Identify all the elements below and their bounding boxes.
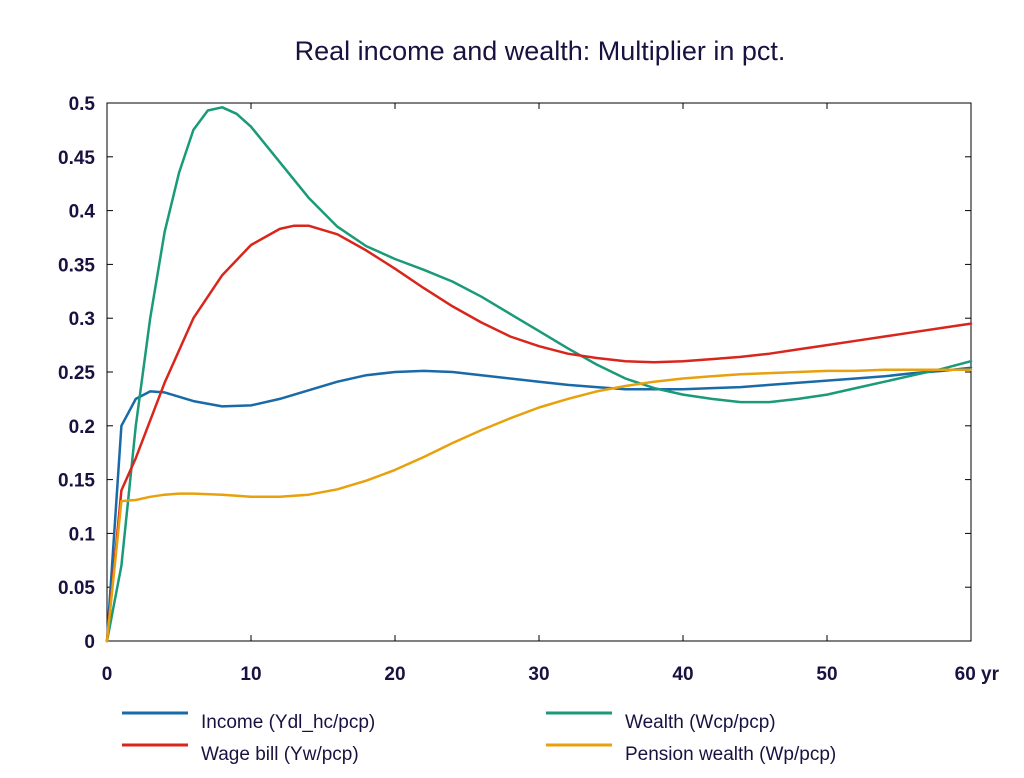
series-lines (105, 106, 973, 643)
x-tick-label: 50 (816, 664, 837, 685)
y-tick-label: 0.45 (58, 148, 95, 169)
y-tick-label: 0.1 (69, 524, 96, 545)
y-tick-label: 0 (84, 632, 95, 653)
x-tick-label: 0 (102, 664, 113, 685)
y-tick-label: 0.5 (69, 94, 96, 115)
y-tick-label: 0.3 (69, 309, 95, 330)
legend-label-0: Income (Ydl_hc/pcp) (201, 712, 375, 733)
series-line-2 (105, 224, 973, 643)
legend-label-3: Pension wealth (Wp/pcp) (625, 744, 836, 765)
series-line-1 (105, 106, 973, 643)
x-tick-label: 40 (672, 664, 693, 685)
x-tick-label: 10 (240, 664, 261, 685)
y-tick-label: 0.15 (58, 471, 95, 492)
chart-title: Real income and wealth: Multiplier in pc… (295, 36, 786, 66)
legend-label-1: Wealth (Wcp/pcp) (625, 712, 776, 733)
x-tick-label: 20 (384, 664, 405, 685)
legend: Income (Ydl_hc/pcp) Wage bill (Yw/pcp) Wea… (122, 711, 836, 765)
legend-label-2: Wage bill (Yw/pcp) (201, 744, 359, 765)
series-line-3 (105, 368, 973, 643)
series-line-0 (105, 366, 973, 643)
x-axis: 0 10 20 30 40 50 60 yr (102, 103, 1000, 685)
y-tick-label: 0.35 (58, 255, 95, 276)
y-tick-label: 0.2 (69, 417, 95, 438)
y-tick-label: 0.25 (58, 363, 95, 384)
y-tick-label: 0.4 (69, 202, 96, 223)
y-axis: 0 0.05 0.1 0.15 0.2 0.25 0.3 0.35 0.4 0.45 0.5 (58, 94, 971, 653)
y-tick-label: 0.05 (58, 578, 95, 599)
x-tick-label: 60 yr (955, 664, 1000, 685)
x-tick-label: 30 (528, 664, 549, 685)
